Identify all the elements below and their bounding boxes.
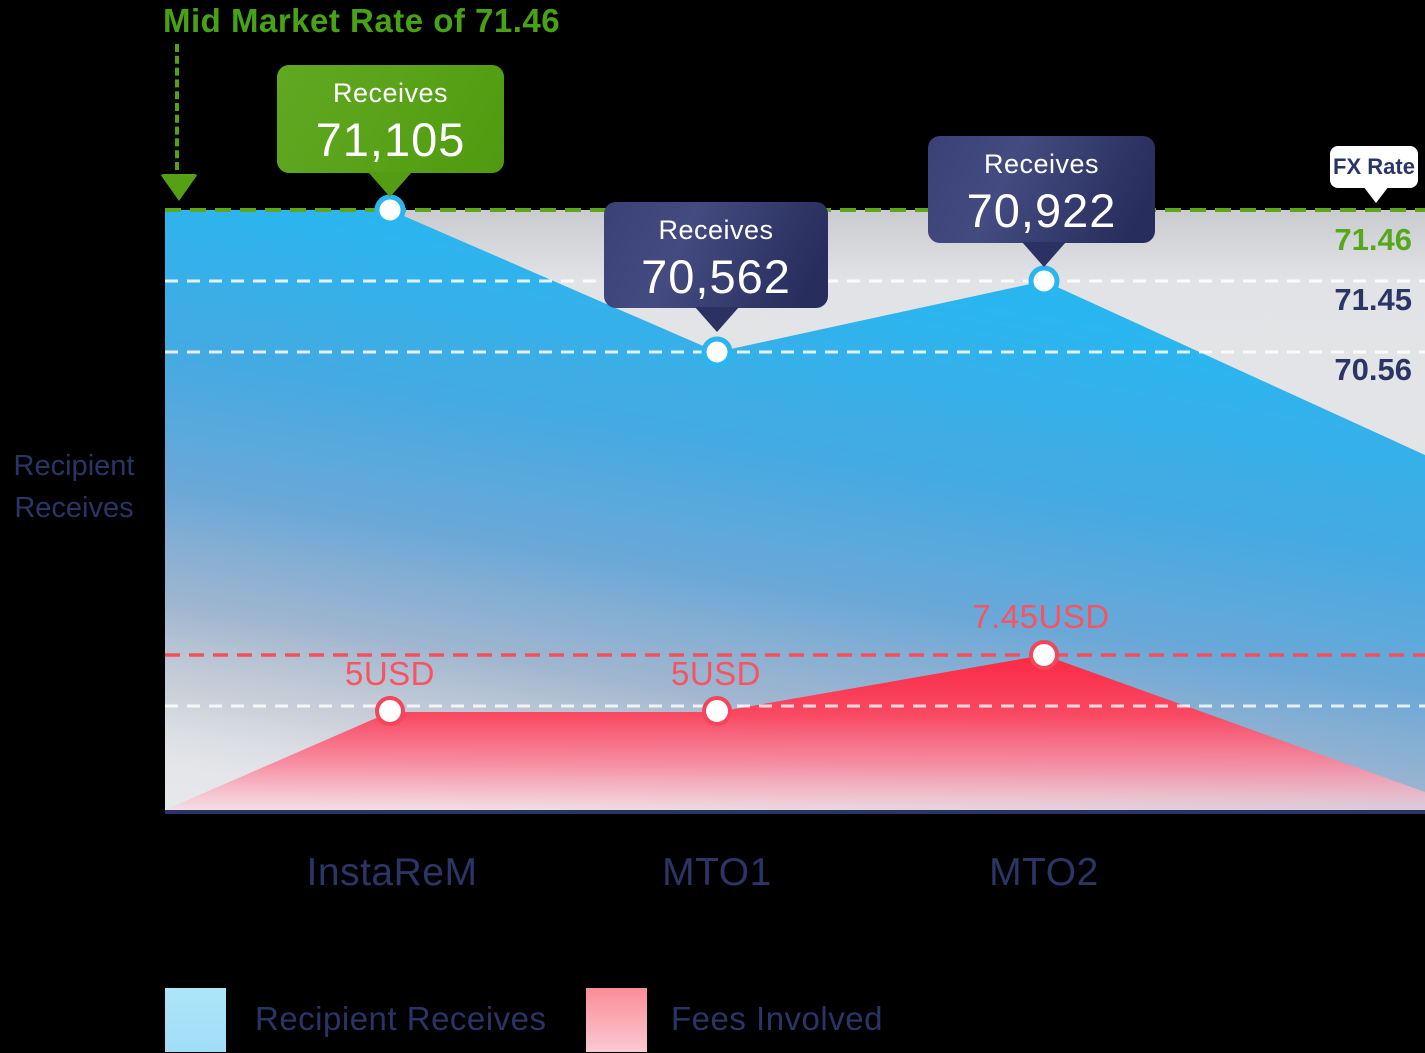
point-mto1-receives[interactable]	[701, 336, 733, 368]
x-axis-baseline	[165, 810, 1425, 814]
point-mto2-fee[interactable]	[1029, 640, 1059, 670]
fee-label-instarem: 5USD	[344, 655, 436, 692]
tooltip-mto1-value: 70,562	[641, 250, 791, 303]
fee-label-mto2: 7.45USD	[972, 598, 1110, 635]
rate-tick-7146: 71.46	[1334, 222, 1412, 257]
y-axis-label-line2: Receives	[14, 492, 134, 524]
legend-label-fees-involved: Fees Involved	[671, 1000, 883, 1037]
legend-label-recipient-receives: Recipient Receives	[255, 1000, 547, 1037]
tooltip-mto2: Receives 70,922	[928, 136, 1155, 267]
tooltip-mto2-value: 70,922	[966, 184, 1117, 237]
point-mto2-receives[interactable]	[1028, 265, 1060, 297]
fx-rate-badge: FX Rate	[1330, 146, 1418, 188]
tooltip-instarem: Receives 71,105	[277, 65, 504, 197]
y-axis-label: Recipient Receives	[0, 445, 148, 529]
x-label-instarem: InstaReM	[306, 851, 478, 894]
tooltip-mto1: Receives 70,562	[604, 202, 828, 332]
rate-tick-7056: 70.56	[1334, 352, 1412, 387]
x-label-mto1: MTO1	[662, 851, 772, 894]
legend-swatch-fees-involved	[586, 988, 647, 1052]
tooltip-mto2-pointer	[1022, 242, 1066, 267]
tooltip-mto2-label: Receives	[983, 149, 1100, 179]
mid-market-rate-title: Mid Market Rate of 71.46	[163, 2, 561, 39]
tooltip-instarem-pointer	[368, 172, 412, 197]
tooltip-mto1-pointer	[695, 307, 739, 332]
point-instarem-receives[interactable]	[374, 194, 406, 226]
mid-market-arrow-line	[175, 44, 179, 170]
legend-swatch-recipient-receives	[165, 988, 226, 1052]
tooltip-instarem-label: Receives	[332, 78, 449, 108]
fx-rate-badge-pointer	[1363, 186, 1389, 203]
tooltip-mto1-label: Receives	[658, 215, 774, 245]
point-mto1-fee[interactable]	[702, 696, 732, 726]
y-axis-label-line1: Recipient	[13, 450, 135, 482]
rate-tick-7145: 71.45	[1334, 282, 1412, 317]
x-label-mto2: MTO2	[989, 851, 1099, 894]
mid-market-arrow-head-icon	[160, 174, 198, 201]
point-instarem-fee[interactable]	[375, 696, 405, 726]
fee-label-mto1: 5USD	[670, 655, 762, 692]
tooltip-instarem-value: 71,105	[315, 113, 466, 166]
